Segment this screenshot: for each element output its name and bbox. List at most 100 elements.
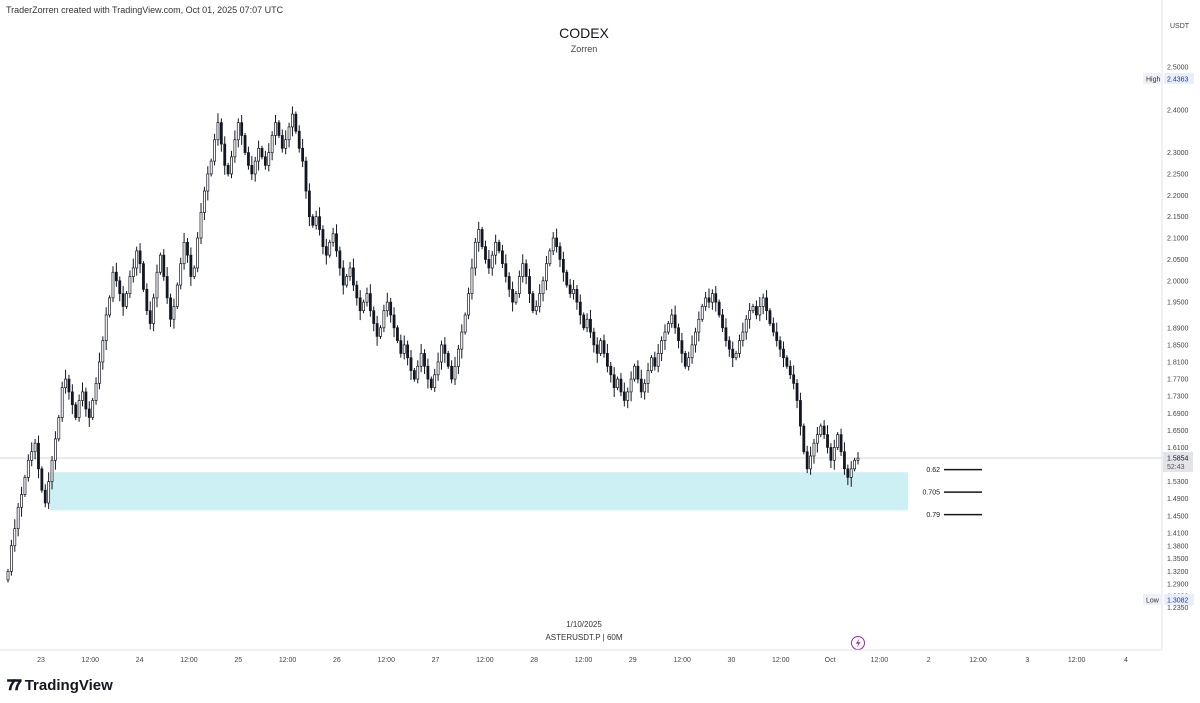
candle-body [60, 387, 64, 418]
candle-body [108, 297, 111, 316]
candle-body [849, 468, 853, 478]
candle-body [331, 233, 335, 243]
axis-currency-label: USDT [1170, 23, 1190, 30]
brand-name: TradingView [24, 677, 113, 694]
candle-body [622, 391, 626, 401]
candle-body [704, 297, 708, 307]
candle-body [805, 451, 809, 470]
chart-credit: TraderZorren created with TradingView.co… [6, 5, 284, 15]
candle-body [406, 344, 410, 359]
candle-body [284, 139, 288, 149]
x-tick-label: 12:00 [476, 657, 494, 664]
candle-body [291, 113, 294, 128]
candle-body [307, 190, 311, 218]
candle-body [274, 122, 277, 136]
candle-body [636, 365, 640, 380]
candle-body [843, 451, 846, 470]
candle-body [219, 122, 223, 145]
candle-body [352, 267, 355, 286]
candle-body [545, 263, 548, 282]
candle-body [338, 250, 342, 269]
x-tick-label: 12:00 [673, 657, 691, 664]
candle-body [348, 267, 352, 277]
y-tick-label: 1.6500 [1167, 428, 1189, 435]
candle-body [165, 276, 169, 299]
candle-body [450, 365, 454, 380]
y-tick-label: 1.7300 [1167, 394, 1189, 401]
last-price-value: 1.5854 [1167, 455, 1189, 462]
candle-body [666, 323, 670, 333]
candle-body [799, 400, 802, 427]
candle-body [738, 340, 741, 354]
candle-body [697, 318, 701, 333]
candle-body [372, 310, 376, 324]
x-tick-label: 24 [136, 657, 144, 664]
price-axis[interactable]: 2.5000 2.4000 2.3000 2.2500 2.2000 2.1500 2.10… [1167, 65, 1189, 613]
fib-label: 0.705 [922, 490, 940, 497]
y-tick-label: 1.2900 [1167, 582, 1189, 589]
time-axis[interactable]: 23 12:00 24 12:00 25 12:00 26 12:00 27 12:00 28 12:… [37, 657, 1128, 664]
candle-body [304, 160, 308, 192]
candle-body [47, 481, 51, 504]
candle-body [13, 528, 17, 547]
x-tick-label: 12:00 [969, 657, 987, 664]
candle-body [260, 147, 264, 158]
candle-body [368, 293, 372, 312]
candle-body [555, 237, 559, 247]
candle-body [233, 139, 237, 158]
candle-body [517, 276, 521, 294]
candle-body [402, 344, 406, 354]
y-tick-label: 1.3200 [1167, 569, 1189, 576]
candle-body [409, 357, 413, 371]
candle-body [362, 301, 365, 312]
y-tick-label: 1.3800 [1167, 543, 1189, 550]
lightning-icon[interactable] [851, 636, 865, 650]
fib-label: 0.79 [926, 512, 940, 519]
candle-body [463, 314, 467, 333]
y-tick-label: 1.7700 [1167, 377, 1189, 384]
tradingview-logo[interactable]: 𝟕𝟕 TradingView [7, 677, 113, 694]
candle-body [26, 459, 30, 478]
candle-body [717, 301, 721, 316]
candle-body [162, 254, 166, 277]
x-tick-label: 12:00 [1068, 657, 1086, 664]
candle-body [94, 383, 98, 401]
high-value: 2.4363 [1167, 77, 1189, 84]
candle-body [765, 297, 768, 312]
candle-body [396, 327, 399, 341]
candle-body [809, 455, 812, 470]
candle-body [74, 404, 78, 418]
fib-label: 0.62 [926, 467, 940, 474]
candle-body [433, 374, 437, 388]
candle-body [54, 438, 57, 461]
symbol-label: ASTERUSDT.P | 60M [545, 633, 622, 642]
candle-body [633, 365, 636, 380]
x-tick-label: 23 [37, 657, 45, 664]
candle-body [30, 451, 34, 461]
candle-body [179, 263, 183, 286]
tradingview-icon: 𝟕𝟕 [7, 677, 22, 694]
candle-body [253, 160, 257, 175]
candle-body [755, 306, 758, 316]
x-tick-label: 12:00 [377, 657, 395, 664]
candle-body [839, 434, 843, 453]
candle-body [385, 301, 389, 312]
y-tick-label: 1.8500 [1167, 342, 1189, 349]
candle-body [240, 122, 244, 136]
candle-body [456, 348, 460, 367]
candle-body [389, 301, 393, 316]
candle-body [731, 348, 735, 359]
candle-body [531, 293, 535, 312]
candle-body [538, 293, 542, 307]
y-tick-label: 1.8900 [1167, 325, 1189, 332]
candle-body [619, 378, 623, 393]
candle-body [355, 284, 359, 299]
candle-body [534, 306, 538, 312]
y-tick-label: 2.1000 [1167, 236, 1189, 243]
x-tick-label: Oct [825, 657, 836, 664]
y-tick-label: 2.2500 [1167, 171, 1189, 178]
high-value-bg [1164, 73, 1194, 84]
candle-body [314, 216, 318, 226]
candle-body [375, 323, 379, 337]
